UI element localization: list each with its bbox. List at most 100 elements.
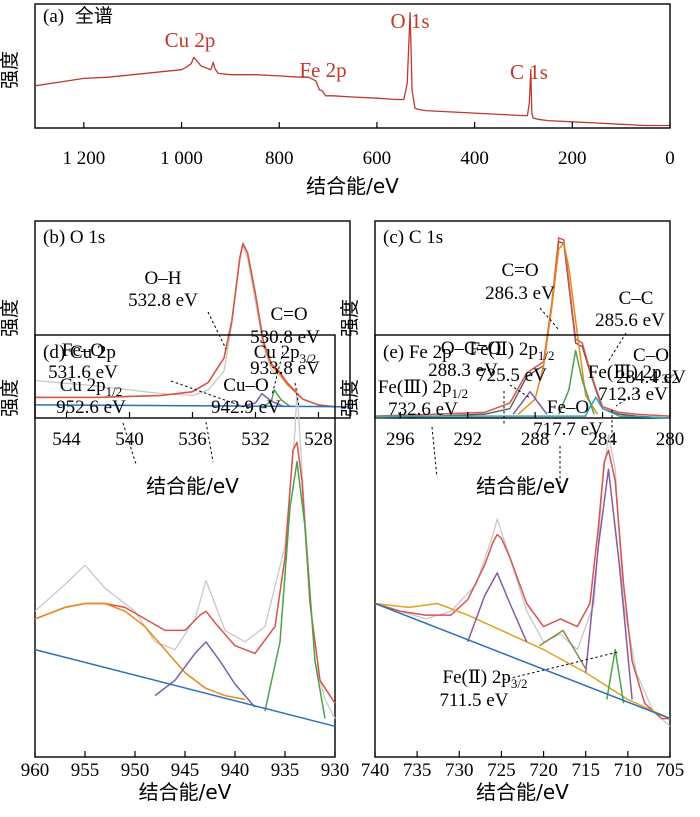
y-axis-label: 强度 <box>0 51 21 89</box>
panel-title: (a) 全谱 <box>43 5 113 27</box>
x-axis-label: 结合能/eV <box>139 780 232 804</box>
annotation-leader <box>170 380 251 410</box>
y-axis-label: 强度 <box>0 299 21 337</box>
x-tick-label: 950 <box>121 760 150 781</box>
peak-annotation: Cu 2p1/2 <box>60 375 123 399</box>
peak-annotation: Fe 2p <box>299 58 346 82</box>
y-axis-label: 强度 <box>339 379 361 417</box>
series-line <box>512 390 548 415</box>
x-tick-label: 296 <box>386 429 415 450</box>
peak-annotation: 530.8 eV <box>250 327 320 348</box>
x-tick-label: 0 <box>665 148 675 169</box>
peak-annotation: 288.3 eV <box>428 360 498 381</box>
annotation-leader <box>431 426 438 478</box>
series-line <box>34 12 670 127</box>
peak-annotation: Cu 2p <box>165 28 216 52</box>
x-tick-label: 955 <box>71 760 100 781</box>
peak-annotation: O 1s <box>390 9 429 33</box>
peak-annotation: Cu 2p3/2 <box>254 342 317 366</box>
x-tick-label: 292 <box>453 429 482 450</box>
peak-annotation: C–O <box>633 345 669 366</box>
peak-annotation: C–C <box>619 288 654 309</box>
panel-title: (b) O 1s <box>43 227 105 248</box>
x-axis-label: 结合能/eV <box>476 474 569 498</box>
series-line <box>538 629 587 670</box>
x-tick-label: 288 <box>521 429 550 450</box>
panel-e: 740 735 730 725 720 715 710 705 (e) Fe 2p 结合能/eV 强… <box>339 334 684 804</box>
peak-annotation: C=O <box>501 260 538 281</box>
peak-annotation: 725.5 eV <box>477 365 547 386</box>
panel-d: 960 955 950 945 940 935 930 (d) Cu 2p 结合能/eV 强度 Cu… <box>0 334 350 804</box>
series-line <box>239 392 285 408</box>
x-tick-label: 715 <box>571 760 600 781</box>
series-line <box>466 572 528 643</box>
peak-annotation: 286.3 eV <box>485 283 555 304</box>
peak-annotation: 933.8 eV <box>250 358 320 379</box>
annotation-leader <box>271 351 284 396</box>
peak-annotation: 712.3 eV <box>598 384 668 405</box>
x-tick-label: 532 <box>241 429 270 450</box>
annotation-leader <box>205 421 214 463</box>
x-tick-label: 935 <box>271 760 300 781</box>
peak-annotation: 711.5 eV <box>440 690 509 711</box>
panel-title: (d) Cu 2p <box>43 342 116 363</box>
annotation-leader <box>207 311 227 350</box>
plot-frame <box>374 220 671 419</box>
x-tick-label: 730 <box>445 760 474 781</box>
panel-b: 544 540 536 532 528 (b) O 1s 结合能/eV 强度 O–H532.8 … <box>0 220 351 498</box>
panel-c: 296 292 288 284 280(c) C 1s结合能/eV强度C=O286.3 … <box>339 220 686 498</box>
annotation-leader <box>122 422 137 465</box>
x-tick-label: 930 <box>321 760 350 781</box>
series-line <box>34 648 336 728</box>
x-tick-label: 940 <box>221 760 250 781</box>
series-line <box>264 460 326 719</box>
peak-annotation: 952.6 eV <box>56 397 126 418</box>
peak-annotation: Fe(Ⅱ) 2p3/2 <box>443 667 528 691</box>
peak-annotation: Fe–O <box>547 397 589 418</box>
series-line <box>154 641 256 708</box>
series-line <box>34 602 246 701</box>
series-line <box>374 237 671 417</box>
series-line <box>558 349 595 415</box>
x-tick-label: 544 <box>52 429 81 450</box>
x-tick-label: 400 <box>460 148 489 169</box>
annotation-leader <box>294 382 300 408</box>
peak-annotation: 285.6 eV <box>595 310 665 331</box>
annotation-leader <box>509 384 531 399</box>
plot-frame <box>34 3 671 129</box>
x-tick-label: 710 <box>614 760 643 781</box>
panel-title: (e) Fe 2p <box>383 342 452 363</box>
x-tick-label: 600 <box>363 148 392 169</box>
y-axis-label: 强度 <box>339 299 361 337</box>
x-tick-label: 1 000 <box>160 148 203 169</box>
series-line <box>375 396 671 419</box>
x-tick-label: 740 <box>361 760 390 781</box>
x-tick-label: 540 <box>115 429 144 450</box>
x-tick-label: 200 <box>558 148 587 169</box>
series-line <box>517 242 599 415</box>
y-axis-label: 强度 <box>0 379 21 417</box>
x-tick-label: 960 <box>21 760 50 781</box>
peak-annotation: C=O <box>270 304 307 325</box>
peak-annotation: C 1s <box>510 60 548 84</box>
peak-annotation: Fe(Ⅲ) 2p3/2 <box>588 362 678 386</box>
annotation-leader <box>615 390 639 407</box>
x-axis-label: 结合能/eV <box>146 474 239 498</box>
peak-annotation: 532.8 eV <box>128 290 198 311</box>
series-line <box>374 602 671 720</box>
series-line <box>584 468 633 700</box>
series-line <box>35 242 350 408</box>
peak-annotation: 717.7 eV <box>533 419 603 440</box>
series-line <box>606 648 625 704</box>
x-tick-label: 1 200 <box>62 148 105 169</box>
panel-title: (c) C 1s <box>383 227 443 248</box>
x-tick-label: 536 <box>178 429 207 450</box>
x-axis-label: 结合能/eV <box>476 780 569 804</box>
peak-annotation: O–C=O <box>441 338 501 359</box>
peak-annotation: Fe–O <box>62 340 104 361</box>
series-line <box>34 441 336 704</box>
x-tick-label: 725 <box>487 760 516 781</box>
x-tick-label: 800 <box>265 148 294 169</box>
series-line <box>262 389 291 408</box>
